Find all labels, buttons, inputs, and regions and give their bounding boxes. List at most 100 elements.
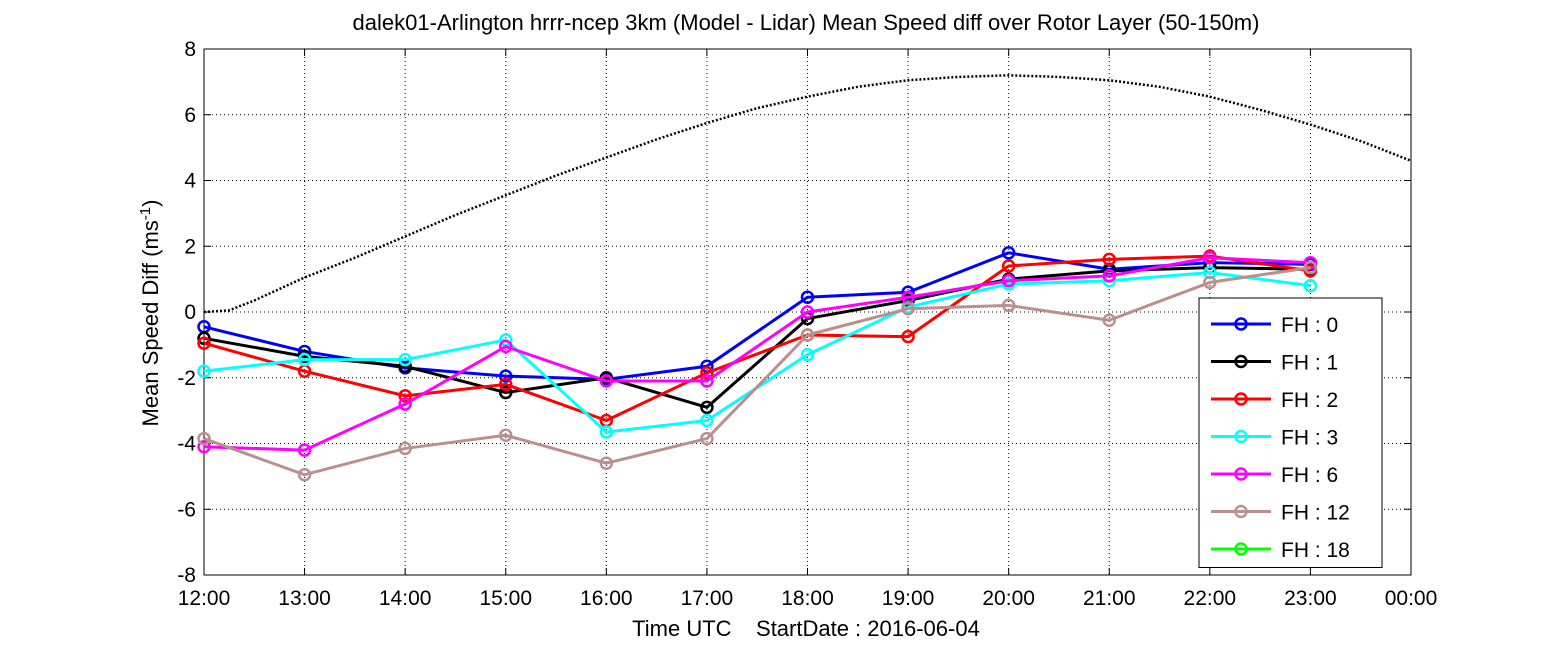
data-point bbox=[1001, 259, 1016, 273]
series-lines bbox=[197, 246, 1318, 482]
data-point bbox=[1203, 251, 1217, 265]
x-tick-label: 16:00 bbox=[580, 587, 633, 610]
data-point bbox=[1203, 275, 1217, 290]
legend-marker bbox=[1234, 467, 1248, 481]
data-point bbox=[197, 431, 211, 446]
data-point bbox=[1303, 260, 1318, 275]
y-tick-label: -2 bbox=[177, 367, 196, 390]
legend-marker bbox=[1234, 542, 1248, 556]
x-tick-label: 00:00 bbox=[1385, 587, 1438, 610]
data-point bbox=[1001, 298, 1016, 313]
data-point bbox=[197, 336, 211, 350]
legend-label: FH : 0 bbox=[1281, 314, 1338, 337]
data-point bbox=[1102, 252, 1116, 267]
data-point bbox=[398, 389, 412, 403]
x-tick-label: 20:00 bbox=[982, 587, 1035, 610]
reference-curve-line bbox=[203, 74, 1412, 314]
series-4 bbox=[197, 251, 1318, 457]
data-point bbox=[1001, 274, 1016, 288]
x-tick-label: 17:00 bbox=[681, 587, 734, 610]
data-point bbox=[297, 352, 312, 367]
series-line bbox=[203, 271, 1311, 434]
legend: FH : 0 FH : 1 FH : 2 FH : 3 FH : 6 FH : 12 FH … bbox=[1198, 297, 1383, 568]
y-tick-label: -6 bbox=[177, 498, 196, 521]
data-point bbox=[398, 352, 412, 367]
y-tick-label: 8 bbox=[184, 38, 196, 61]
legend-label: FH : 1 bbox=[1281, 352, 1338, 375]
data-point bbox=[800, 290, 815, 304]
data-point bbox=[297, 443, 312, 457]
legend-marker bbox=[1234, 504, 1248, 519]
data-point bbox=[197, 364, 211, 378]
x-tick-label: 15:00 bbox=[479, 587, 532, 610]
legend-marker bbox=[1234, 317, 1248, 331]
data-point bbox=[499, 385, 513, 400]
legend-label: FH : 12 bbox=[1281, 502, 1350, 525]
data-point bbox=[800, 305, 815, 319]
data-point bbox=[499, 377, 513, 392]
x-tick-label: 23:00 bbox=[1284, 587, 1337, 610]
data-point bbox=[1102, 269, 1116, 283]
x-tick-label: 21:00 bbox=[1083, 587, 1136, 610]
y-tick-label: 2 bbox=[184, 235, 196, 258]
data-point bbox=[700, 413, 714, 428]
data-point bbox=[800, 328, 815, 342]
series-3 bbox=[197, 265, 1318, 439]
y-axis-label-main: Mean Speed Diff (ms bbox=[138, 220, 163, 426]
data-point bbox=[700, 366, 714, 380]
data-point bbox=[499, 339, 513, 354]
y-tick-label: 6 bbox=[184, 104, 196, 127]
y-tick-label: -4 bbox=[177, 433, 196, 456]
x-tick-label: 13:00 bbox=[278, 587, 331, 610]
data-point bbox=[398, 397, 412, 411]
data-point bbox=[1001, 246, 1016, 260]
y-axis-label: Mean Speed Diff (ms-1) bbox=[137, 200, 163, 427]
axis-ticks: 12:00 13:00 14:00 15:00 16:00 17:00 18:00 19:00… bbox=[177, 38, 1437, 610]
data-point bbox=[599, 456, 614, 470]
y-tick-label: 4 bbox=[184, 170, 196, 193]
legend-label: FH : 18 bbox=[1281, 539, 1350, 562]
data-point bbox=[800, 347, 815, 362]
legend-box bbox=[1198, 297, 1383, 568]
x-axis-label: Time UTC StartDate : 2016-06-04 bbox=[632, 616, 980, 641]
legend-marker bbox=[1234, 354, 1248, 369]
data-point bbox=[297, 467, 312, 482]
data-point bbox=[499, 369, 513, 383]
legend-label: FH : 6 bbox=[1281, 464, 1338, 487]
data-point bbox=[599, 425, 614, 439]
data-point bbox=[1102, 313, 1116, 327]
y-tick-label: -8 bbox=[177, 564, 196, 587]
legend-marker bbox=[1234, 392, 1248, 406]
x-tick-label: 14:00 bbox=[379, 587, 432, 610]
data-point bbox=[599, 374, 614, 388]
data-point bbox=[1303, 278, 1318, 293]
y-axis-label-superscript: -1 bbox=[137, 207, 154, 220]
reference-curve bbox=[203, 74, 1412, 314]
data-point bbox=[700, 400, 714, 415]
y-tick-label: 0 bbox=[184, 301, 196, 324]
svg-text:Mean Speed Diff (ms-1): Mean Speed Diff (ms-1) bbox=[137, 200, 163, 427]
series-line bbox=[203, 254, 1311, 422]
series-line bbox=[203, 256, 1311, 452]
x-tick-label: 12:00 bbox=[178, 587, 231, 610]
series-1 bbox=[197, 260, 1318, 415]
series-line bbox=[203, 266, 1311, 477]
data-point bbox=[197, 440, 211, 454]
legend-label: FH : 3 bbox=[1281, 427, 1338, 450]
x-tick-label: 18:00 bbox=[781, 587, 834, 610]
series-5 bbox=[197, 260, 1318, 482]
data-point bbox=[398, 441, 412, 456]
data-point bbox=[499, 428, 513, 443]
data-point bbox=[901, 301, 915, 316]
y-axis-label-close: ) bbox=[138, 200, 163, 207]
data-point bbox=[901, 329, 915, 344]
x-tick-label: 22:00 bbox=[1184, 587, 1237, 610]
series-line bbox=[203, 266, 1311, 409]
legend-marker bbox=[1234, 429, 1248, 444]
data-point bbox=[700, 374, 714, 388]
chart-title: dalek01-Arlington hrrr-ncep 3km (Model -… bbox=[353, 10, 1260, 35]
x-tick-label: 19:00 bbox=[882, 587, 935, 610]
data-point bbox=[700, 431, 714, 446]
legend-label: FH : 2 bbox=[1281, 389, 1338, 412]
